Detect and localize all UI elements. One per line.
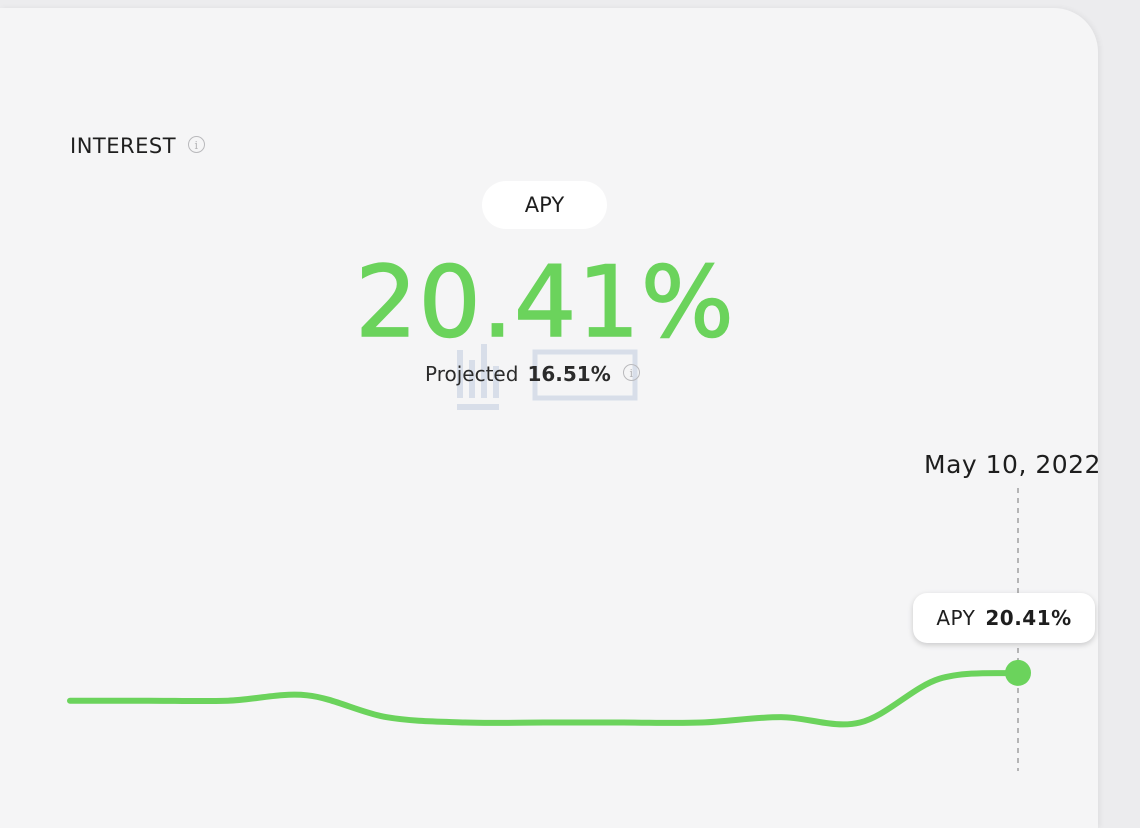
interest-title: INTEREST bbox=[70, 134, 177, 158]
projected-row: Projected 16.51% i bbox=[425, 362, 640, 386]
info-icon[interactable]: i bbox=[188, 135, 206, 153]
projected-value: 16.51% bbox=[527, 362, 611, 386]
projected-label: Projected bbox=[425, 362, 519, 386]
info-icon[interactable]: i bbox=[622, 363, 640, 381]
apy-selector-button[interactable]: APY bbox=[482, 181, 607, 229]
apy-value: 20.41% bbox=[354, 245, 735, 361]
hover-date-label: May 10, 2022 bbox=[924, 450, 1101, 479]
interest-header: INTEREST i bbox=[70, 134, 206, 158]
tooltip-label: APY bbox=[936, 606, 976, 630]
hover-tooltip: APY 20.41% bbox=[913, 593, 1095, 643]
tooltip-value: 20.41% bbox=[985, 606, 1072, 630]
interest-card bbox=[0, 8, 1098, 828]
apy-selector-label: APY bbox=[524, 193, 565, 217]
